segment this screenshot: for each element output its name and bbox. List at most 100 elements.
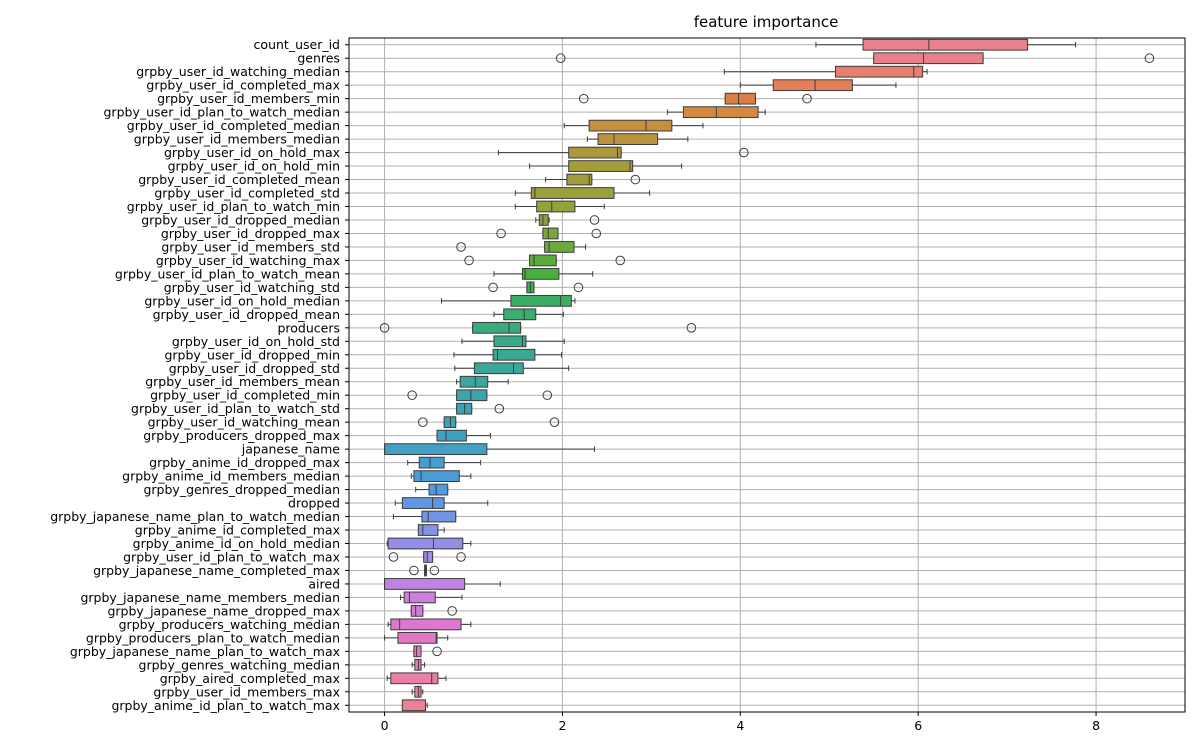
box-grpby_user_id_plan_to_watch_median xyxy=(682,106,759,119)
outlier-point xyxy=(573,282,584,293)
chart-title: feature importance xyxy=(694,13,839,31)
y-tick-label: grpby_genres_watching_median xyxy=(139,657,340,672)
box-grpby_user_id_dropped_std xyxy=(473,362,524,375)
y-tick-label: grpby_japanese_name_dropped_max xyxy=(107,603,340,618)
x-tick-label: 8 xyxy=(1092,718,1100,733)
outlier-point xyxy=(456,552,466,562)
y-tick-label: grpby_user_id_watching_std xyxy=(164,280,340,295)
box-grpby_user_id_dropped_min xyxy=(492,348,536,361)
box-grpby_japanese_name_plan_to_watch_max xyxy=(413,645,422,658)
outlier-point xyxy=(488,282,498,293)
box-grpby_user_id_completed_min xyxy=(456,389,488,402)
outlier-point xyxy=(589,215,600,225)
y-tick-label: grpby_user_id_completed_mean xyxy=(138,172,340,187)
y-tick-label: grpby_user_id_plan_to_watch_std xyxy=(131,401,340,416)
outlier-point xyxy=(388,552,399,562)
box-grpby_user_id_completed_mean xyxy=(566,173,593,186)
outlier-point xyxy=(686,323,697,333)
outlier-point xyxy=(418,417,428,427)
y-tick-label: grpby_user_id_on_hold_std xyxy=(172,334,340,349)
y-tick-label: grpby_user_id_completed_std xyxy=(154,186,340,201)
box-grpby_user_id_plan_to_watch_mean xyxy=(521,268,560,280)
box-grpby_user_id_dropped_mean xyxy=(503,308,537,321)
outlier-point xyxy=(429,565,440,576)
y-tick-label: grpby_user_id_plan_to_watch_min xyxy=(127,199,340,214)
box-grpby_user_id_plan_to_watch_max xyxy=(423,551,434,563)
y-tick-label: grpby_aired_completed_max xyxy=(160,671,340,686)
y-tick-label: grpby_user_id_dropped_std xyxy=(169,361,340,376)
outlier-point xyxy=(464,255,474,266)
outlier-point xyxy=(615,255,626,266)
y-tick-label: grpby_japanese_name_completed_max xyxy=(93,563,340,578)
box-grpby_user_id_on_hold_min xyxy=(568,160,634,172)
y-tick-label: grpby_user_id_watching_mean xyxy=(148,415,340,430)
box-grpby_user_id_on_hold_max xyxy=(568,146,622,159)
x-tick-label: 0 xyxy=(381,718,389,733)
y-tick-label: dropped xyxy=(288,496,340,511)
y-tick-label: grpby_user_id_dropped_mean xyxy=(153,307,340,322)
box-grpby_anime_id_plan_to_watch_max xyxy=(401,699,426,712)
box-grpby_user_id_on_hold_std xyxy=(493,335,527,348)
y-tick-label: grpby_anime_id_on_hold_median xyxy=(133,536,340,551)
box-count_user_id xyxy=(862,38,1029,51)
y-tick-label: grpby_anime_id_members_median xyxy=(122,469,340,484)
box-grpby_user_id_members_mean xyxy=(459,375,489,388)
box-grpby_user_id_on_hold_median xyxy=(510,294,572,307)
y-tick-label: grpby_user_id_members_median xyxy=(134,132,340,147)
box-grpby_user_id_dropped_max xyxy=(542,227,559,240)
y-tick-label: grpby_user_id_plan_to_watch_max xyxy=(123,549,340,564)
box-grpby_user_id_plan_to_watch_min xyxy=(536,200,576,213)
label-layer: 0 2 4 6 8count_user_idgenresgrpby_user_id_wa… xyxy=(50,37,1100,733)
y-tick-label: grpby_producers_watching_median xyxy=(119,617,340,632)
x-tick-label: 2 xyxy=(558,718,566,733)
y-tick-label: grpby_user_id_plan_to_watch_median xyxy=(104,105,341,120)
box-grpby_anime_id_dropped_max xyxy=(418,456,445,469)
y-tick-label: grpby_anime_id_dropped_max xyxy=(149,455,340,470)
x-tick-label: 4 xyxy=(736,718,744,733)
y-tick-label: grpby_user_id_plan_to_watch_mean xyxy=(115,266,340,281)
box-grpby_user_id_watching_max xyxy=(529,254,557,267)
y-tick-label: grpby_japanese_name_members_median xyxy=(80,590,340,605)
y-tick-label: grpby_anime_id_completed_max xyxy=(135,523,340,538)
box-japanese_name xyxy=(384,443,488,456)
y-tick-label: grpby_anime_id_plan_to_watch_max xyxy=(111,698,340,713)
y-tick-label: grpby_user_id_dropped_median xyxy=(141,212,340,227)
outlier-point xyxy=(494,403,505,414)
box-grpby_anime_id_on_hold_median xyxy=(387,537,464,550)
y-tick-label: grpby_user_id_watching_max xyxy=(156,253,340,268)
box-grpby_anime_id_completed_max xyxy=(417,524,439,536)
box-grpby_producers_dropped_max xyxy=(436,429,467,442)
outlier-point xyxy=(379,323,390,333)
box-grpby_user_id_completed_std xyxy=(530,187,615,199)
outlier-point xyxy=(409,565,419,576)
y-tick-label: grpby_user_id_completed_min xyxy=(150,388,340,403)
box-grpby_anime_id_members_median xyxy=(413,470,460,482)
y-tick-label: aired xyxy=(308,576,340,591)
box-grpby_japanese_name_dropped_max xyxy=(410,605,424,617)
y-tick-label: grpby_user_id_on_hold_min xyxy=(168,159,340,174)
box-grpby_user_id_members_median xyxy=(597,133,659,145)
box-grpby_producers_plan_to_watch_median xyxy=(397,631,438,644)
y-tick-label: grpby_user_id_dropped_max xyxy=(161,226,340,241)
outlier-point xyxy=(555,53,566,64)
y-tick-label: grpby_user_id_dropped_min xyxy=(164,347,340,362)
box-grpby_producers_watching_median xyxy=(390,618,462,631)
plot-frame xyxy=(348,37,1186,713)
outlier-point xyxy=(630,174,641,185)
outlier-point xyxy=(432,646,442,657)
y-tick-label: grpby_user_id_completed_max xyxy=(146,78,340,93)
outlier-point xyxy=(542,390,553,401)
y-tick-label: producers xyxy=(277,320,340,335)
outlier-point xyxy=(1144,53,1155,64)
box-grpby_aired_completed_max xyxy=(390,672,439,685)
outlier-point xyxy=(591,228,602,239)
outlier-point xyxy=(549,417,560,427)
box-grpby_japanese_name_members_median xyxy=(403,591,436,604)
box-producers xyxy=(472,321,522,334)
outlier-point xyxy=(456,242,466,252)
box-genres xyxy=(873,52,984,65)
outlier-point xyxy=(407,390,417,401)
y-tick-label: count_user_id xyxy=(254,37,340,52)
